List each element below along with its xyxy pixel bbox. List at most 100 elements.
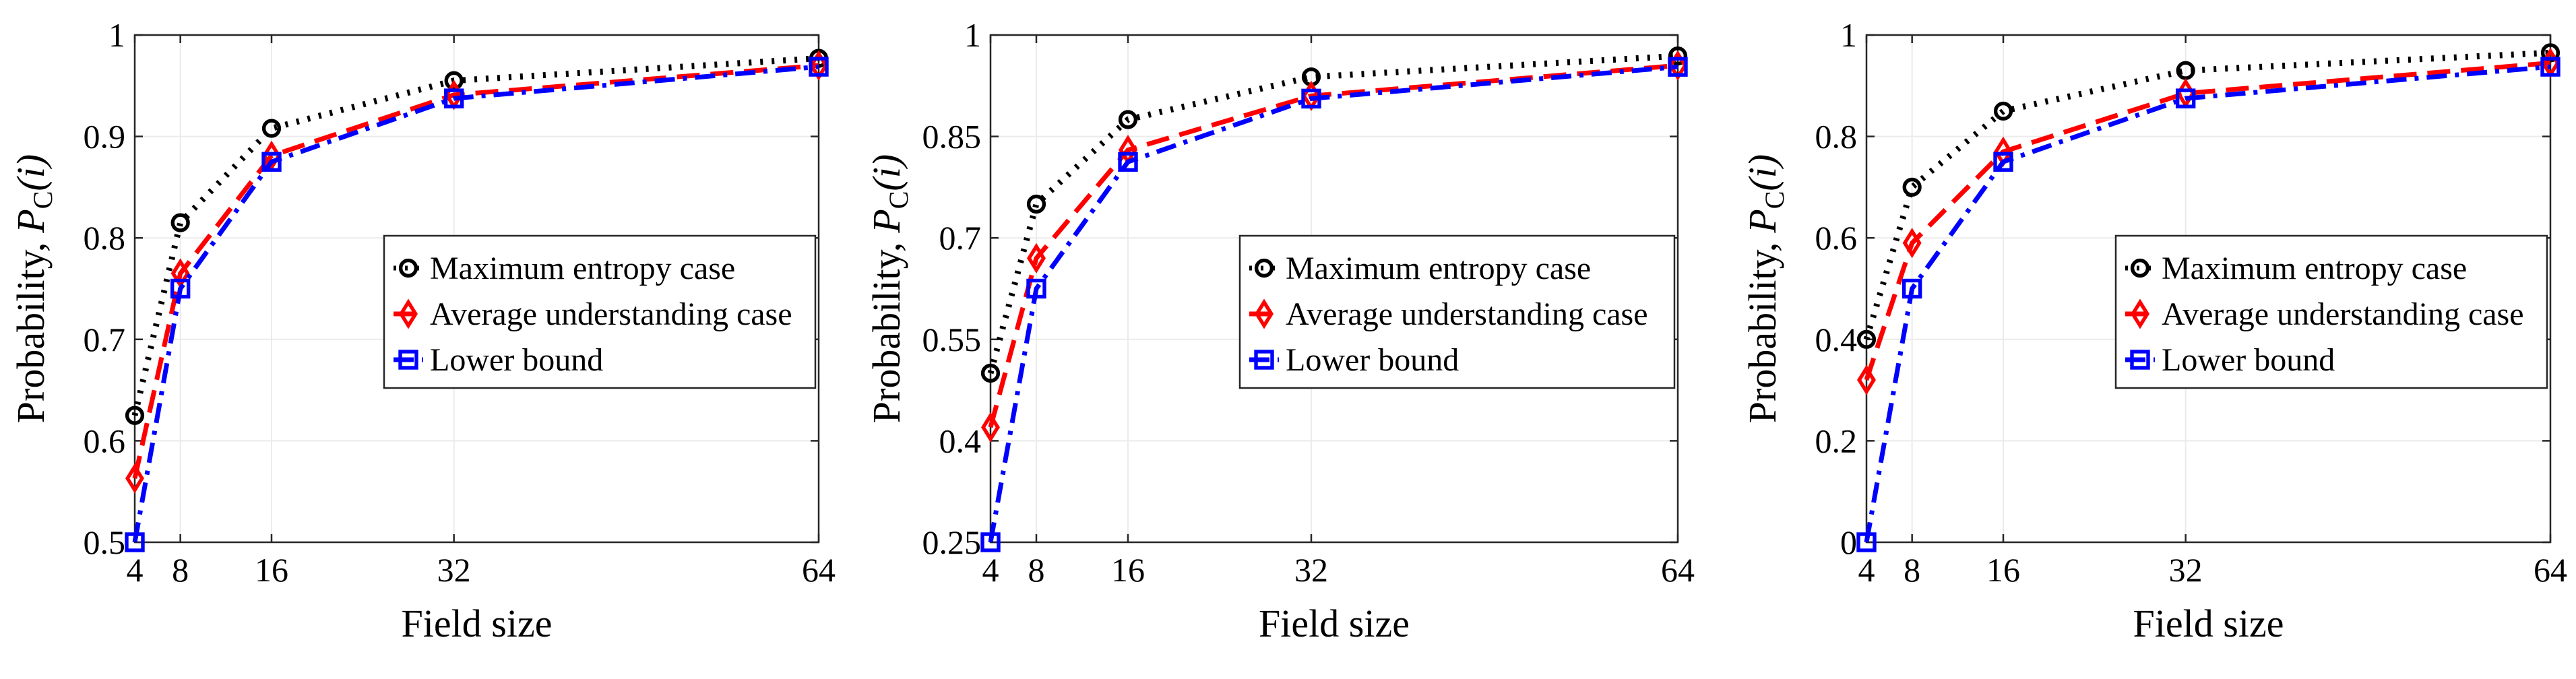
data-point	[1668, 57, 1688, 77]
x-tick-label: 8	[172, 551, 189, 589]
y-axis-title-prefix: Probability,	[1740, 243, 1784, 424]
x-tick-label: 16	[255, 551, 288, 589]
data-point	[443, 88, 464, 108]
data-point	[262, 140, 281, 171]
series-circle-1	[980, 46, 1688, 383]
data-point	[1027, 243, 1046, 273]
legend-label: Maximum entropy case	[430, 251, 735, 286]
legend: Maximum entropy case Average understandin…	[2114, 234, 2548, 389]
data-point	[261, 119, 282, 138]
legend-box	[1238, 234, 1676, 389]
y-tick-label: 0.2	[1815, 422, 1858, 459]
x-tick-label: 16	[1111, 551, 1145, 589]
series-square-3	[125, 57, 829, 552]
data-point	[125, 406, 145, 425]
legend-box	[2114, 234, 2548, 389]
legend-label: Lower bound	[1286, 342, 1459, 378]
data-point	[2175, 88, 2196, 108]
x-tick-label: 32	[1294, 551, 1328, 589]
data-point	[809, 57, 829, 77]
data-point	[1902, 177, 1922, 197]
legend-box	[383, 234, 817, 389]
x-tick-label: 64	[2534, 551, 2567, 589]
data-point	[125, 532, 145, 552]
series-line	[987, 53, 1678, 375]
data-point	[1993, 101, 2013, 121]
y-tick-label: 0	[1840, 523, 1857, 561]
legend-item: Maximum entropy case	[2125, 251, 2467, 286]
chart-panel-3: 4 8 16 32 64 0 0.2 0.4 0.6 0.8 1 Field size Probabil…	[1740, 16, 2567, 645]
legend-label: Lower bound	[430, 342, 603, 378]
legend-label: Maximum entropy case	[2162, 251, 2467, 286]
series-line	[132, 64, 819, 543]
legend-item: Average understanding case	[2125, 296, 2524, 332]
series-line	[988, 64, 1678, 543]
legend-label: Lower bound	[2162, 342, 2335, 378]
legend-marker	[1254, 258, 1274, 278]
y-axis-title-symbol: P	[865, 209, 908, 233]
x-axis-title: Field size	[402, 602, 553, 645]
y-tick-label: 0.7	[939, 219, 982, 257]
data-point	[170, 278, 191, 299]
x-tick-label: 4	[1858, 551, 1875, 589]
data-point	[1026, 278, 1046, 299]
legend-marker	[398, 258, 418, 278]
y-tick-label: 0.7	[84, 321, 126, 358]
legend: Maximum entropy case Average understandin…	[383, 234, 817, 389]
y-axis-title: Probability, PC(i)	[1740, 154, 1790, 423]
data-point	[1118, 152, 1138, 172]
y-axis-title-symbol: P	[1740, 209, 1784, 233]
x-tick-label: 4	[127, 551, 144, 589]
y-axis-title: Probability, PC(i)	[865, 154, 914, 423]
data-point	[1856, 329, 1877, 349]
data-point	[444, 71, 464, 90]
y-axis-title: Probability, PC(i)	[9, 154, 58, 423]
series-circle-1	[1856, 43, 2561, 349]
legend-marker	[2130, 258, 2150, 278]
legend-item: Lower bound	[1249, 342, 1459, 378]
y-tick-label: 0.5	[84, 523, 126, 561]
data-point	[809, 50, 828, 81]
legend-marker	[2130, 350, 2150, 370]
y-tick-label: 0.25	[922, 523, 982, 561]
data-point	[1301, 88, 1321, 109]
y-axis-title-subscript: C	[1759, 191, 1790, 209]
y-axis-title-argument: (i)	[1740, 154, 1784, 191]
legend-item: Maximum entropy case	[394, 251, 735, 286]
legend-marker	[1254, 350, 1274, 370]
x-tick-label: 8	[1028, 551, 1045, 589]
y-tick-label: 0.8	[84, 219, 126, 257]
y-tick-label: 0.6	[1815, 219, 1858, 257]
chart-panel-1: 4 8 16 32 64 0.5 0.6 0.7 0.8 0.9 1 Field size Probab…	[9, 16, 836, 645]
x-tick-label: 64	[1661, 551, 1695, 589]
data-point	[981, 412, 1000, 443]
legend-marker	[399, 298, 418, 329]
data-point	[980, 363, 1001, 383]
x-tick-label: 16	[1986, 551, 2020, 589]
y-axis-title-argument: (i)	[9, 154, 53, 191]
series-line	[988, 63, 1678, 428]
y-axis-title-prefix: Probability,	[9, 243, 53, 424]
data-point	[125, 463, 144, 494]
x-axis-title: Field size	[2133, 602, 2284, 645]
y-tick-label: 0.55	[922, 321, 982, 358]
legend-label: Average understanding case	[2162, 296, 2524, 332]
y-tick-label: 0.85	[922, 118, 982, 156]
x-tick-label: 32	[437, 551, 471, 589]
y-axis-title-prefix: Probability,	[865, 243, 908, 424]
x-tick-label: 64	[802, 551, 836, 589]
legend-item: Average understanding case	[394, 296, 792, 332]
data-point	[1856, 532, 1877, 552]
legend-label: Average understanding case	[1286, 296, 1648, 332]
y-tick-label: 1	[108, 16, 125, 54]
axes-frame	[989, 34, 1679, 544]
legend-item: Lower bound	[2125, 342, 2335, 378]
data-point	[170, 213, 190, 232]
x-axis-title: Field size	[1259, 602, 1410, 645]
series-line	[1864, 60, 2551, 381]
data-point	[1118, 110, 1138, 129]
y-axis-title-argument: (i)	[865, 154, 908, 191]
y-tick-label: 0.9	[84, 118, 126, 156]
legend-label: Maximum entropy case	[1286, 251, 1591, 286]
